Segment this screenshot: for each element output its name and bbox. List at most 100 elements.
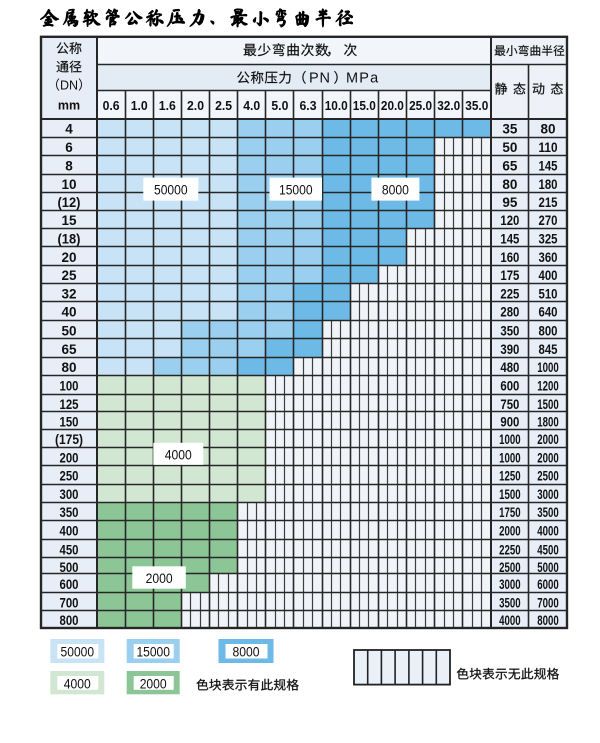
svg-text:4.0: 4.0	[243, 99, 260, 113]
svg-text:180: 180	[539, 177, 558, 192]
svg-text:MPa: MPa	[346, 71, 379, 87]
svg-text:100: 100	[60, 379, 79, 394]
svg-text:40: 40	[61, 305, 76, 320]
svg-text:35: 35	[502, 122, 518, 137]
svg-text:360: 360	[539, 250, 558, 265]
svg-text:270: 270	[539, 213, 558, 228]
svg-text:2.5: 2.5	[215, 99, 232, 113]
svg-text:(18): (18)	[58, 232, 81, 247]
svg-text:845: 845	[539, 342, 558, 357]
svg-text:25.0: 25.0	[409, 99, 432, 113]
svg-text:mm: mm	[58, 99, 80, 113]
svg-text:640: 640	[539, 305, 558, 320]
svg-text:(175): (175)	[55, 432, 83, 447]
svg-text:2000: 2000	[537, 432, 559, 447]
svg-text:95: 95	[502, 195, 518, 210]
svg-text:700: 700	[60, 595, 79, 610]
svg-text:4000: 4000	[64, 677, 91, 692]
svg-text:600: 600	[60, 577, 79, 592]
svg-text:50: 50	[502, 140, 517, 155]
svg-text:8000: 8000	[233, 645, 260, 660]
svg-text:160: 160	[500, 250, 519, 265]
svg-text:900: 900	[500, 414, 519, 429]
svg-text:1250: 1250	[499, 469, 521, 484]
svg-text:510: 510	[539, 286, 558, 301]
svg-text:PN: PN	[309, 71, 331, 87]
svg-text:50000: 50000	[61, 645, 95, 660]
svg-text:3000: 3000	[537, 487, 559, 502]
svg-text:200: 200	[60, 451, 79, 466]
svg-text:1800: 1800	[537, 414, 559, 429]
svg-text:20: 20	[61, 250, 76, 265]
svg-text:150: 150	[60, 414, 79, 429]
svg-text:350: 350	[500, 323, 519, 338]
svg-text:20.0: 20.0	[381, 99, 404, 113]
svg-text:1000: 1000	[537, 360, 559, 375]
svg-text:0.6: 0.6	[103, 99, 120, 113]
svg-text:15.0: 15.0	[353, 99, 376, 113]
svg-text:50000: 50000	[154, 182, 188, 197]
svg-text:2250: 2250	[499, 542, 521, 557]
svg-text:8000: 8000	[537, 613, 559, 628]
svg-text:280: 280	[500, 305, 519, 320]
svg-text:10.0: 10.0	[325, 99, 348, 113]
svg-text:DN: DN	[60, 79, 78, 93]
svg-text:145: 145	[500, 232, 519, 247]
svg-text:600: 600	[500, 379, 519, 394]
svg-text:50: 50	[61, 323, 76, 338]
svg-text:1.6: 1.6	[159, 99, 176, 113]
svg-text:6.3: 6.3	[300, 99, 317, 113]
svg-text:32: 32	[61, 286, 76, 301]
svg-text:6: 6	[65, 140, 73, 155]
svg-text:4000: 4000	[499, 613, 521, 628]
svg-text:80: 80	[502, 177, 517, 192]
svg-text:1200: 1200	[537, 379, 559, 394]
svg-text:3500: 3500	[537, 505, 559, 520]
svg-text:4000: 4000	[165, 448, 192, 463]
svg-text:500: 500	[60, 560, 79, 575]
svg-text:8: 8	[65, 159, 73, 174]
svg-text:35.0: 35.0	[465, 99, 488, 113]
svg-text:250: 250	[60, 469, 79, 484]
svg-text:350: 350	[60, 505, 79, 520]
svg-text:450: 450	[60, 542, 79, 557]
svg-text:2000: 2000	[537, 451, 559, 466]
svg-text:25: 25	[61, 268, 77, 283]
svg-text:215: 215	[539, 195, 558, 210]
svg-text:110: 110	[539, 140, 558, 155]
svg-text:4500: 4500	[537, 542, 559, 557]
svg-text:750: 750	[500, 397, 519, 412]
svg-text:3500: 3500	[499, 595, 521, 610]
svg-text:1750: 1750	[499, 505, 521, 520]
svg-text:2000: 2000	[146, 571, 173, 586]
svg-text:390: 390	[500, 342, 519, 357]
svg-text:7000: 7000	[537, 595, 559, 610]
svg-text:4: 4	[65, 122, 73, 137]
svg-text:800: 800	[60, 613, 79, 628]
svg-text:300: 300	[60, 487, 79, 502]
svg-text:120: 120	[500, 213, 519, 228]
svg-text:2500: 2500	[499, 560, 521, 575]
svg-text:1.0: 1.0	[131, 99, 148, 113]
svg-text:1500: 1500	[499, 487, 521, 502]
svg-text:800: 800	[539, 323, 558, 338]
svg-text:2.0: 2.0	[187, 99, 204, 113]
svg-text:145: 145	[539, 159, 558, 174]
svg-text:5.0: 5.0	[271, 99, 288, 113]
svg-text:125: 125	[60, 397, 79, 412]
svg-text:400: 400	[539, 268, 558, 283]
svg-text:65: 65	[502, 159, 518, 174]
svg-text:65: 65	[61, 342, 77, 357]
svg-text:225: 225	[500, 286, 519, 301]
svg-text:80: 80	[540, 122, 555, 137]
svg-text:175: 175	[500, 268, 519, 283]
svg-text:2000: 2000	[140, 677, 167, 692]
svg-text:2000: 2000	[499, 523, 521, 538]
svg-text:480: 480	[500, 360, 519, 375]
svg-text:400: 400	[60, 523, 79, 538]
svg-text:4000: 4000	[537, 523, 559, 538]
svg-text:1000: 1000	[499, 451, 521, 466]
svg-text:32.0: 32.0	[437, 99, 460, 113]
svg-text:15: 15	[61, 213, 77, 228]
svg-text:3000: 3000	[499, 577, 521, 592]
